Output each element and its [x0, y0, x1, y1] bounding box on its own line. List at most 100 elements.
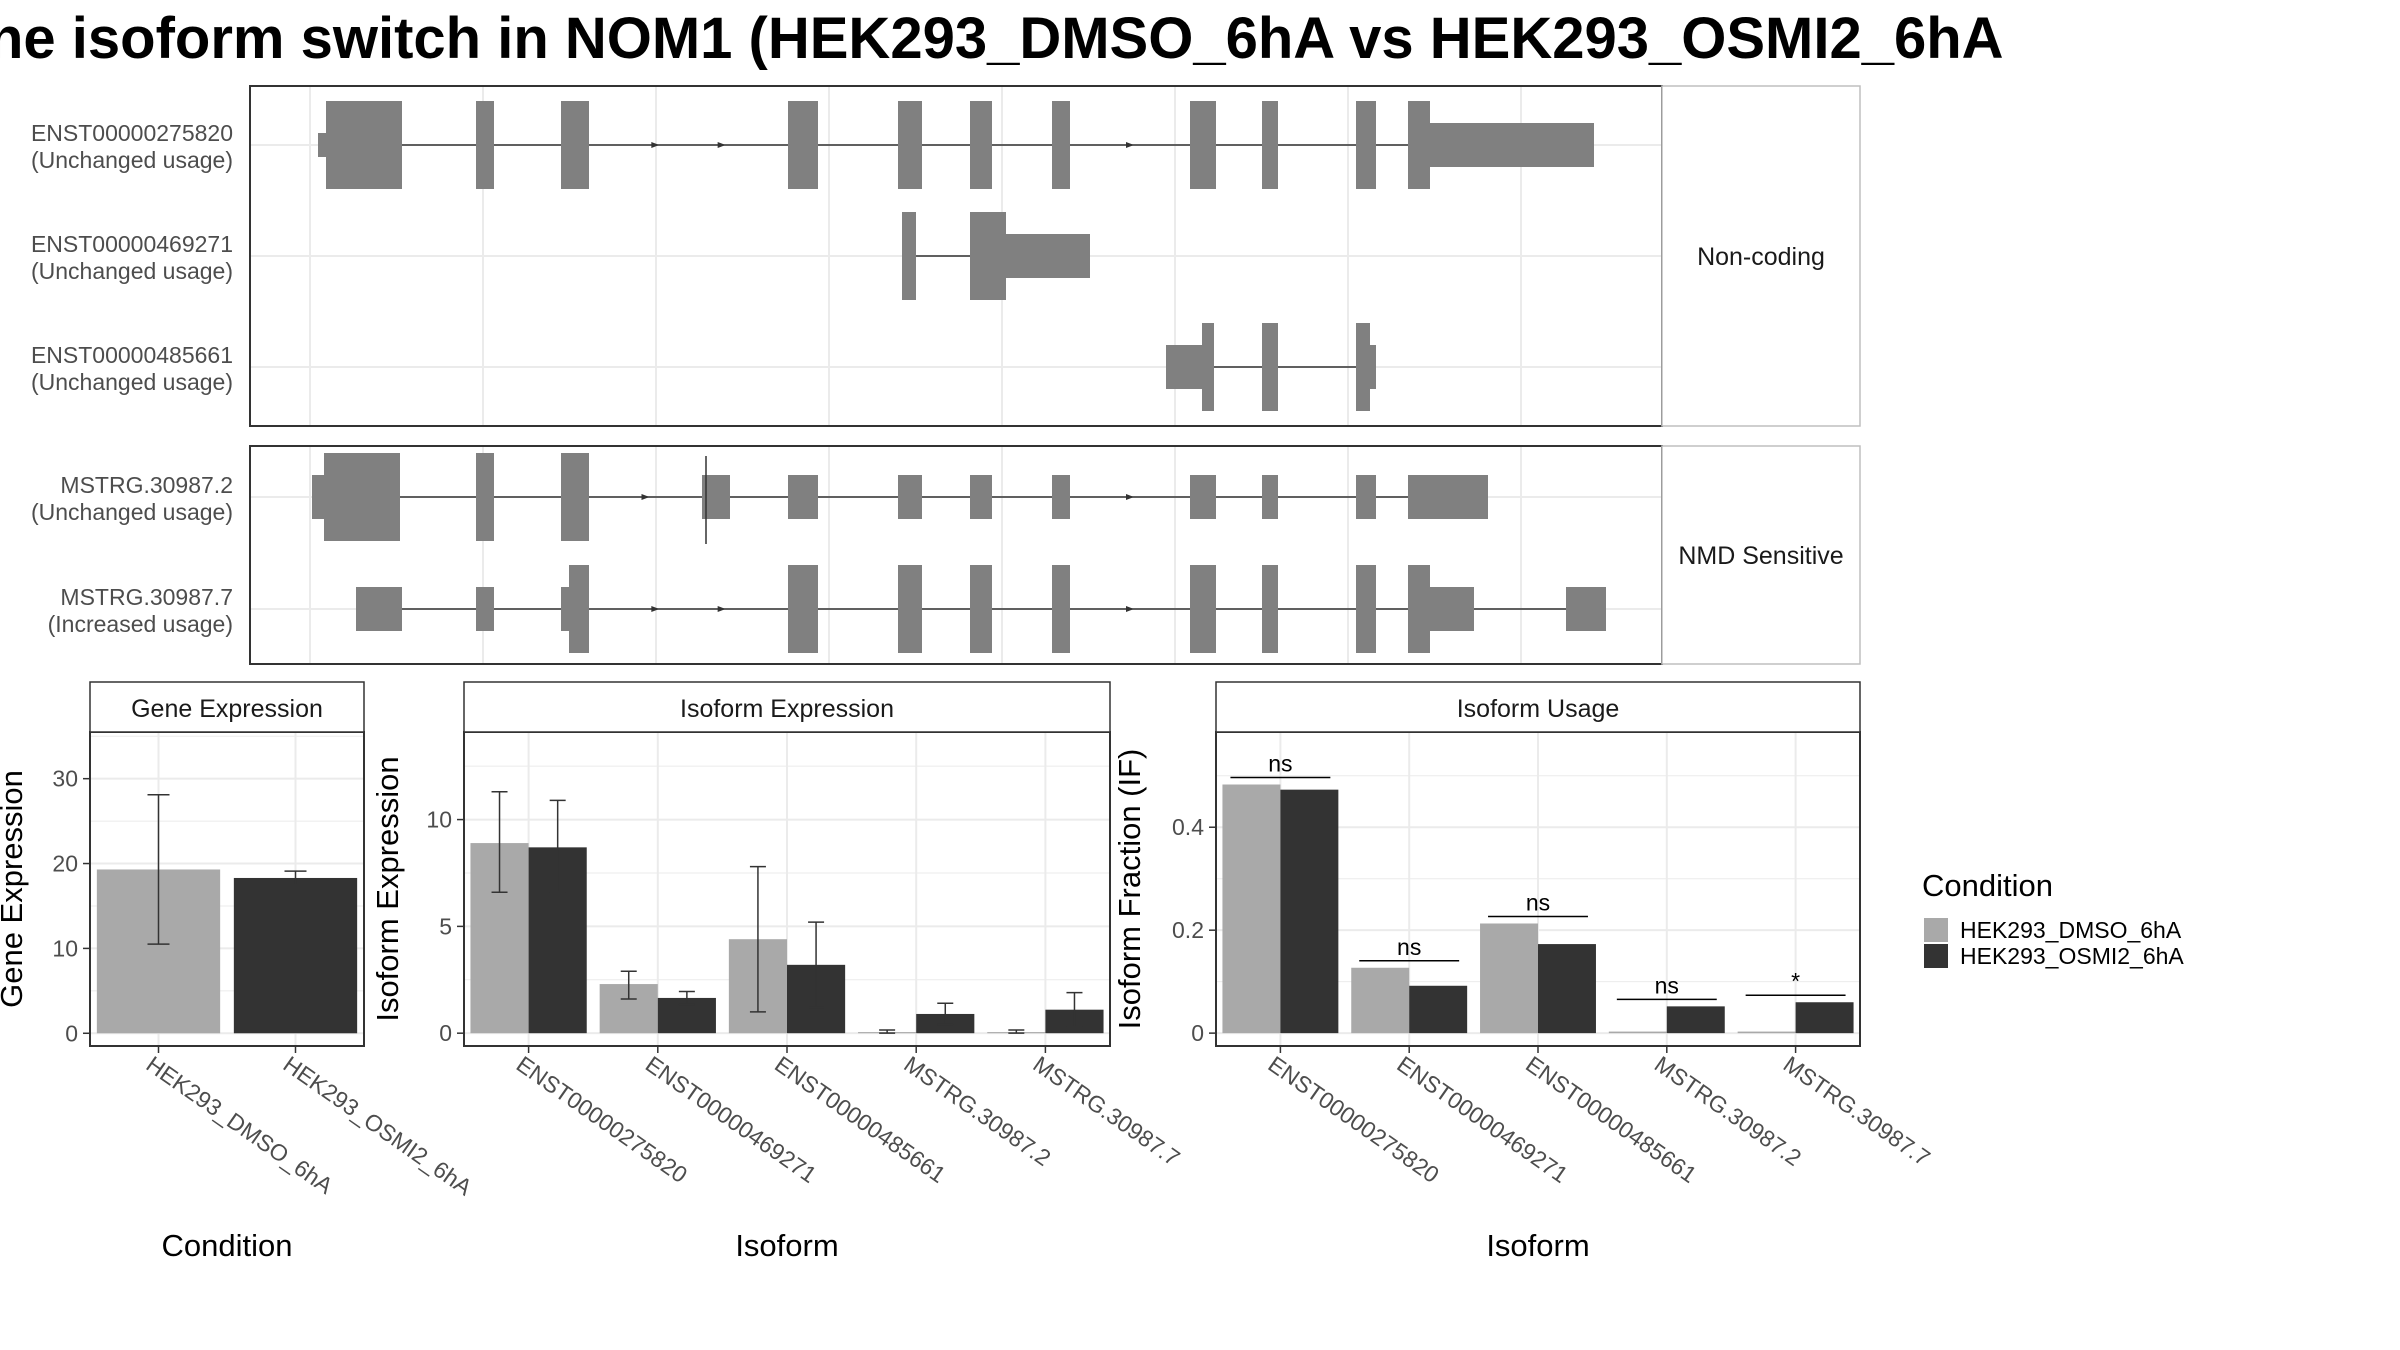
facet-title: Isoform Expression [680, 695, 894, 723]
exon [1052, 101, 1070, 189]
exon [1262, 101, 1278, 189]
intron-arrow [1126, 606, 1134, 612]
exon [476, 101, 494, 189]
exon [1052, 565, 1070, 653]
y-axis-label: Isoform Fraction (IF) [1112, 749, 1147, 1030]
exon [1190, 475, 1216, 519]
intron-arrow [717, 142, 726, 148]
group-strip [1661, 445, 1861, 665]
intron-arrow [651, 142, 660, 148]
exon [1006, 234, 1090, 278]
x-axis-label: Condition [162, 1228, 293, 1263]
transcript-usage: (Increased usage) [48, 611, 233, 637]
bar [1666, 1006, 1725, 1034]
legend-label: HEK293_DMSO_6hA [1960, 917, 2182, 943]
intron-arrow [717, 606, 726, 612]
transcript-id: ENST00000485661 [31, 342, 233, 368]
exon [970, 101, 992, 189]
exon [1190, 565, 1216, 653]
bar [1538, 944, 1596, 1034]
exon [898, 101, 922, 189]
transcript-id: ENST00000275820 [31, 120, 233, 146]
y-tick-label: 0 [439, 1020, 452, 1046]
exon [1430, 587, 1474, 631]
exon [1052, 475, 1070, 519]
exon [788, 101, 818, 189]
group-label: Non-coding [1697, 243, 1825, 271]
significance-label: ns [1268, 751, 1292, 777]
exon [1356, 565, 1376, 653]
significance-label: ns [1655, 972, 1679, 998]
facet-title: Gene Expression [131, 695, 323, 723]
y-axis-label: Gene Expression [0, 770, 29, 1008]
exon [476, 453, 494, 541]
intron-arrow [651, 606, 660, 612]
legend-swatch [1924, 918, 1948, 942]
bar [1795, 1002, 1854, 1034]
bar [1737, 1031, 1796, 1034]
y-axis-label: Isoform Expression [370, 756, 405, 1021]
exon [1262, 475, 1278, 519]
intron-arrow [641, 494, 650, 500]
transcript-id: MSTRG.30987.7 [60, 584, 233, 610]
bar [1480, 923, 1538, 1034]
bar [233, 877, 358, 1034]
exon [1356, 101, 1376, 189]
chart-0: Gene Expression0102030HEK293_DMSO_6hAHEK… [0, 681, 477, 1263]
y-tick-label: 10 [426, 807, 452, 833]
exon [1166, 345, 1202, 389]
exon [569, 565, 589, 653]
exon [788, 565, 818, 653]
legend-swatch [1924, 944, 1948, 968]
exon [561, 101, 589, 189]
exon [1262, 565, 1278, 653]
exon [1356, 475, 1376, 519]
group-strip [1661, 85, 1861, 427]
exon [898, 475, 922, 519]
exon [561, 453, 589, 541]
facet-strip [89, 681, 365, 733]
x-axis-label: Isoform [1486, 1228, 1589, 1263]
y-tick-label: 5 [439, 913, 452, 939]
exon [970, 565, 992, 653]
facet-strip [1215, 681, 1861, 733]
exon [1356, 323, 1370, 411]
chart-1: Isoform Expression0510ENST00000275820ENS… [370, 681, 1185, 1263]
y-tick-label: 0.4 [1172, 814, 1204, 840]
transcript-structure-panels: ENST00000275820(Unchanged usage)ENST0000… [31, 85, 1861, 665]
exon [1262, 323, 1278, 411]
bar [1608, 1031, 1667, 1034]
exon [1430, 123, 1594, 167]
exon [1566, 587, 1606, 631]
exon [356, 587, 402, 631]
y-tick-label: 20 [52, 851, 78, 877]
significance-label: ns [1397, 934, 1421, 960]
legend-label: HEK293_OSMI2_6hA [1960, 943, 2184, 969]
exon [1190, 101, 1216, 189]
exon [788, 475, 818, 519]
exon [324, 453, 400, 541]
bar [1222, 784, 1281, 1034]
transcript-usage: (Unchanged usage) [31, 369, 233, 395]
x-axis-label: Isoform [735, 1228, 838, 1263]
y-tick-label: 0.2 [1172, 917, 1204, 943]
transcript-id: MSTRG.30987.2 [60, 472, 233, 498]
exon [1408, 565, 1430, 653]
y-tick-label: 0 [65, 1020, 78, 1046]
intron-arrow [1126, 142, 1134, 148]
y-tick-label: 0 [1191, 1020, 1204, 1046]
exon [970, 475, 992, 519]
exon [970, 212, 1006, 300]
transcript-usage: (Unchanged usage) [31, 258, 233, 284]
figure-title: ne isoform switch in NOM1 (HEK293_DMSO_6… [0, 6, 2004, 71]
exon [1202, 323, 1214, 411]
expression-charts: Gene Expression0102030HEK293_DMSO_6hAHEK… [0, 681, 1935, 1263]
exon [326, 101, 402, 189]
bar [1409, 985, 1468, 1034]
y-tick-label: 10 [52, 935, 78, 961]
exon [1408, 101, 1430, 189]
bar [1351, 967, 1410, 1034]
